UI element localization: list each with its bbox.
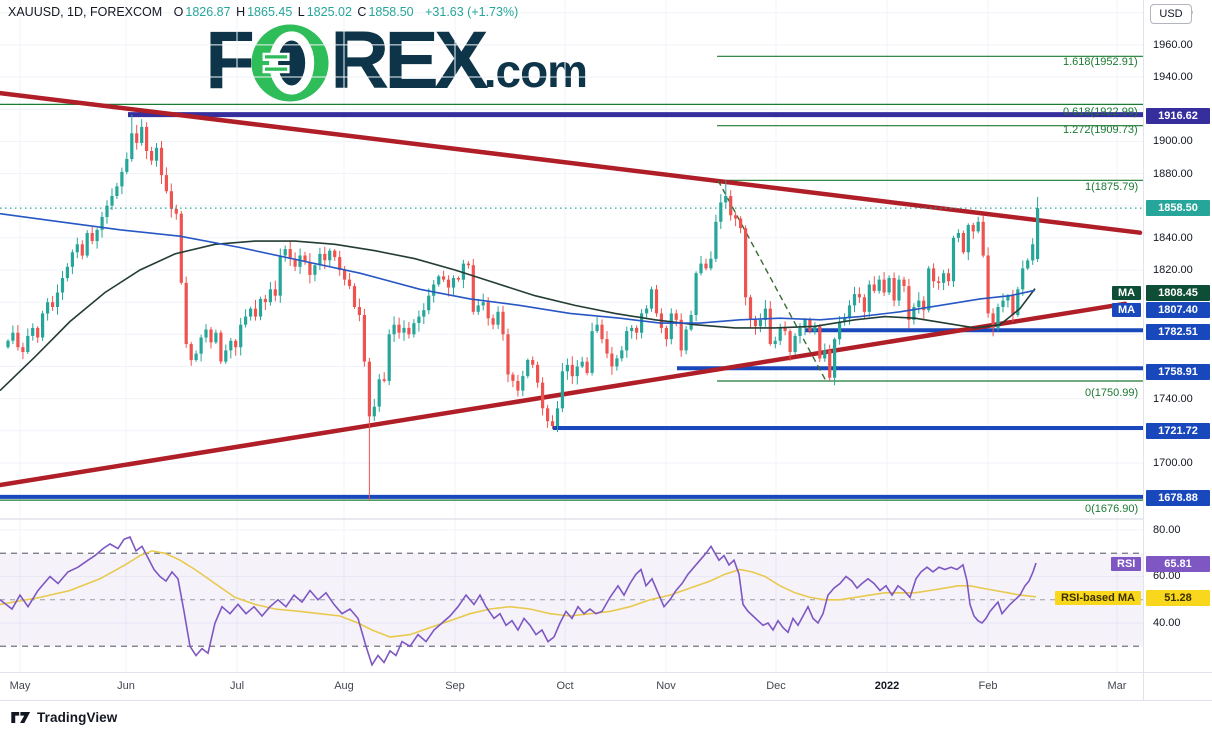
indicator-tag-chip[interactable]: RSI-based MA: [1055, 591, 1141, 605]
indicator-tag-chip[interactable]: MA: [1112, 286, 1142, 300]
time-axis-tick: Jun: [117, 680, 135, 692]
open-value: 1826.87: [185, 5, 231, 19]
watermark-com: .com: [483, 45, 588, 97]
time-axis-tick: Nov: [656, 680, 676, 692]
tradingview-logo-icon[interactable]: [10, 709, 32, 726]
candles: [6, 114, 1040, 501]
tradingview-brand-link[interactable]: TradingView: [37, 710, 118, 725]
symbol-title[interactable]: XAUUSD, 1D, FOREXCOM: [8, 5, 163, 19]
axis-corner-divider: [1143, 673, 1144, 701]
fib-level-label: 0(1676.90): [1085, 503, 1139, 515]
price-axis-tick: 1700.00: [1153, 457, 1193, 469]
price-axis[interactable]: 1980.001960.001940.001900.001880.001840.…: [1143, 0, 1212, 672]
price-axis-tick: 1740.00: [1153, 393, 1193, 405]
time-axis-tick: Aug: [334, 680, 354, 692]
price-label-chip: 1721.72: [1146, 423, 1210, 439]
time-axis-tick: Dec: [766, 680, 786, 692]
fib-level-label: 0(1750.99): [1085, 387, 1139, 399]
symbol-legend[interactable]: XAUUSD, 1D, FOREXCOM O 1826.87 H 1865.45 L…: [8, 5, 520, 19]
fib-level-label: 1.272(1909.73): [1063, 124, 1138, 136]
price-axis-tick: 1840.00: [1153, 232, 1193, 244]
price-label-chip: 1807.40: [1146, 302, 1210, 318]
close-label: C: [357, 5, 367, 19]
forex-watermark: F REX .com: [205, 15, 588, 106]
fib-level-label: 0.618(1922.99): [1063, 106, 1138, 118]
price-chart-canvas[interactable]: [0, 0, 1143, 672]
price-label-chip: 1678.88: [1146, 490, 1210, 506]
time-axis-tick: Jul: [229, 680, 245, 692]
bottom-toolbar: TradingView: [0, 700, 1212, 734]
price-axis-tick: 1960.00: [1153, 39, 1193, 51]
fib-level-label: 1(1875.79): [1085, 181, 1139, 193]
price-axis-tick: 1820.00: [1153, 264, 1193, 276]
high-value: 1865.45: [247, 5, 293, 19]
time-axis-tick: Mar: [1107, 680, 1127, 692]
watermark-letter-f: F: [205, 15, 255, 106]
price-axis-tick: 1900.00: [1153, 135, 1193, 147]
time-axis-tick: Sep: [445, 680, 465, 692]
price-label-chip: 1858.50: [1146, 200, 1210, 216]
open-label: O: [173, 5, 184, 19]
time-axis-tick: Feb: [978, 680, 998, 692]
price-axis-tick: 40.00: [1153, 617, 1181, 629]
price-label-chip: 1808.45: [1146, 285, 1210, 301]
rsi-line: [0, 535, 1037, 667]
low-value: 1825.02: [306, 5, 352, 19]
price-axis-tick: 60.00: [1153, 570, 1181, 582]
time-axis[interactable]: May Jun Jul Aug Sep Oct Nov Dec 2022 Feb Mar: [0, 672, 1212, 701]
close-value: 1858.50: [368, 5, 414, 19]
indicator-tag-chip[interactable]: RSI: [1111, 557, 1142, 571]
price-label-chip: 1916.62: [1146, 108, 1210, 124]
indicator-tag-chip[interactable]: MA: [1112, 303, 1142, 317]
change-value: +31.63 (+1.73%): [425, 5, 519, 19]
price-axis-tick: 1940.00: [1153, 71, 1193, 83]
price-label-chip: 1758.91: [1146, 364, 1210, 380]
time-axis-tick: 2022: [874, 680, 900, 692]
fib-level-label: 1.618(1952.91): [1063, 56, 1138, 68]
watermark-letters-rex: REX: [330, 15, 489, 106]
low-label: L: [297, 5, 305, 19]
price-label-chip: 1782.51: [1146, 324, 1210, 340]
time-axis-tick: May: [9, 680, 31, 692]
price-axis-tick: 80.00: [1153, 524, 1181, 536]
ma-dark-line: [0, 240, 1036, 392]
price-label-chip: 51.28: [1146, 590, 1210, 606]
price-axis-tick: 1880.00: [1153, 168, 1193, 180]
price-label-chip: 65.81: [1146, 556, 1210, 572]
ma-blue-line: [0, 212, 1036, 324]
currency-button[interactable]: USD: [1150, 4, 1192, 24]
high-label: H: [236, 5, 246, 19]
time-axis-tick: Oct: [556, 680, 574, 692]
